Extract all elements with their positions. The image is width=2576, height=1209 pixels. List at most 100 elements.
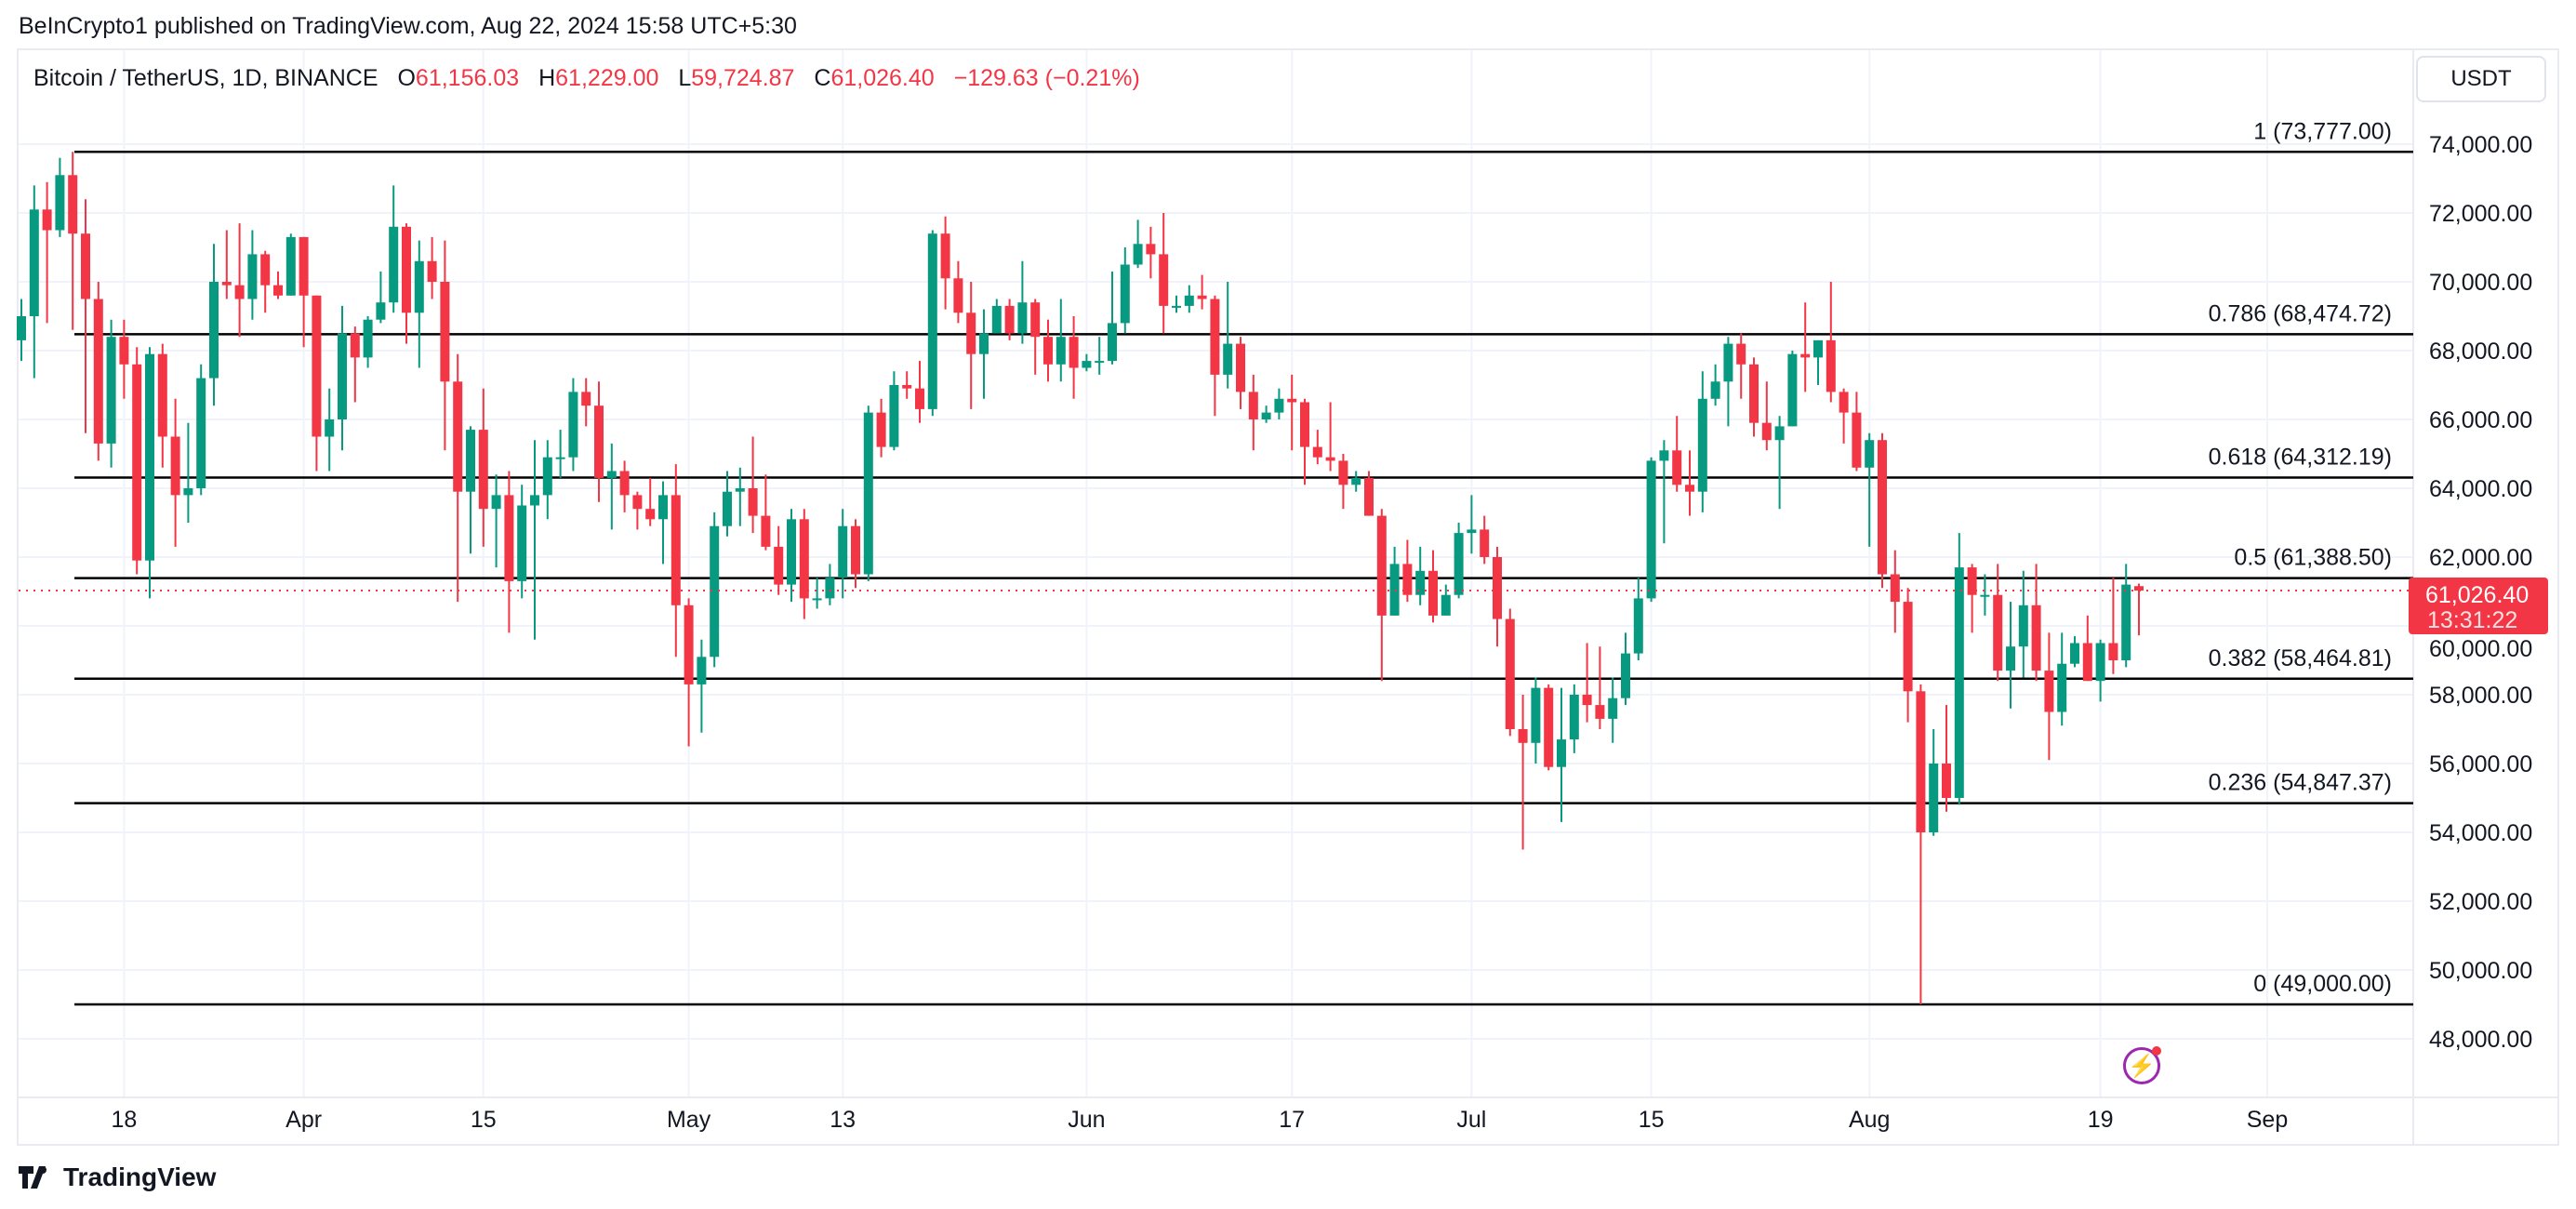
- y-tick-label: 48,000.00: [2429, 1027, 2532, 1053]
- candle-up: [1659, 440, 1669, 544]
- fib-level-label: 0.5 (61,388.50): [2234, 545, 2392, 571]
- candle-down: [748, 436, 758, 534]
- candle-down: [453, 353, 463, 603]
- candle-down: [1595, 646, 1605, 729]
- candle-up: [1172, 295, 1181, 313]
- candle-down: [221, 230, 232, 299]
- candle-down: [774, 525, 784, 595]
- candle-up: [2070, 636, 2079, 668]
- candle-down: [2134, 583, 2144, 636]
- candle-up: [568, 378, 578, 472]
- candle-body: [2031, 604, 2041, 671]
- candle-body: [940, 233, 950, 279]
- last-price-value: 61,026.40: [2425, 582, 2529, 608]
- candle-body: [1621, 653, 1630, 698]
- candle-down: [157, 343, 167, 468]
- candle-down: [299, 236, 309, 348]
- candle-up: [29, 185, 39, 379]
- candle-down: [581, 378, 591, 427]
- candle-up: [787, 509, 796, 603]
- candle-up: [1095, 337, 1105, 375]
- candle-up: [555, 430, 565, 478]
- candle-down: [1428, 550, 1438, 623]
- fib-level-label: 0.618 (64,312.19): [2209, 444, 2392, 470]
- candle-body: [1376, 515, 1387, 616]
- candle-down: [684, 598, 694, 747]
- tradingview-logo[interactable]: TradingView: [19, 1162, 216, 1192]
- candle-body: [1826, 339, 1836, 392]
- grid: [19, 50, 2559, 1146]
- candle-up: [2095, 639, 2105, 702]
- candle-body: [81, 233, 90, 299]
- candle-down: [1480, 515, 1490, 565]
- y-tick-label: 72,000.00: [2429, 201, 2532, 227]
- candle-body: [209, 282, 219, 379]
- y-tick-label: 56,000.00: [2429, 751, 2532, 777]
- candle-up: [1608, 677, 1618, 743]
- candle-body: [1697, 398, 1707, 492]
- candle-body: [2082, 643, 2092, 682]
- candle-body: [234, 285, 245, 299]
- published-caption: BeInCrypto1 published on TradingView.com…: [19, 13, 797, 39]
- candle-down: [440, 240, 450, 451]
- x-tick-label: Sep: [2247, 1107, 2288, 1133]
- currency-button[interactable]: USDT: [2416, 56, 2546, 102]
- candle-up: [1415, 546, 1426, 605]
- candle-up: [1621, 632, 1630, 706]
- candle-down: [1582, 643, 1592, 723]
- candle-body: [2018, 604, 2028, 647]
- candle-body: [1608, 698, 1618, 719]
- chart-frame: [17, 48, 2559, 1146]
- symbol-title[interactable]: Bitcoin / TetherUS, 1D, BINANCE: [33, 65, 378, 91]
- candle-down: [1942, 705, 1951, 812]
- candle-down: [940, 216, 950, 310]
- candle-body: [1505, 618, 1515, 729]
- candle-up: [1980, 574, 1990, 616]
- candle-body: [132, 364, 142, 561]
- candle-down: [1493, 546, 1502, 647]
- candle-body: [606, 471, 617, 478]
- candle-body: [1569, 695, 1579, 740]
- candle-up: [1133, 219, 1143, 269]
- x-tick-label: 15: [471, 1107, 497, 1133]
- candle-down: [1967, 564, 1977, 633]
- candle-body: [1082, 361, 1092, 368]
- lightning-icon[interactable]: ⚡: [2123, 1046, 2161, 1084]
- candle-up: [209, 244, 219, 406]
- candle-body: [658, 495, 668, 520]
- candle-body: [838, 525, 848, 578]
- candle-body: [453, 381, 463, 492]
- candle-body: [414, 260, 424, 313]
- candle-up: [1787, 351, 1798, 427]
- candle-body: [953, 278, 963, 313]
- candle-body: [542, 457, 552, 496]
- candle-down: [2108, 578, 2118, 674]
- candle-body: [466, 430, 475, 492]
- candle-body: [1916, 691, 1926, 832]
- candle-up: [1633, 578, 1643, 660]
- candle-up: [606, 443, 617, 530]
- candle-body: [1184, 295, 1194, 306]
- candle-up: [106, 319, 116, 468]
- candle-up: [812, 578, 822, 609]
- candle-down: [671, 464, 681, 658]
- candle-down: [234, 223, 245, 338]
- candle-body: [876, 412, 886, 447]
- candle-down: [1197, 274, 1207, 310]
- candle-body: [1736, 343, 1746, 365]
- candle-up: [285, 233, 296, 296]
- candle-body: [2134, 586, 2144, 591]
- x-tick-label: Apr: [285, 1107, 322, 1133]
- candle-body: [1017, 302, 1028, 334]
- candle-down: [1338, 454, 1348, 510]
- candle-body: [504, 495, 514, 581]
- candle-down: [876, 398, 886, 458]
- candle-body: [17, 316, 26, 340]
- candle-body: [991, 305, 1002, 334]
- candle-body: [42, 209, 52, 231]
- candle-up: [363, 316, 373, 368]
- candle-body: [1659, 450, 1669, 461]
- candle-body: [1544, 687, 1554, 767]
- candle-body: [966, 312, 976, 354]
